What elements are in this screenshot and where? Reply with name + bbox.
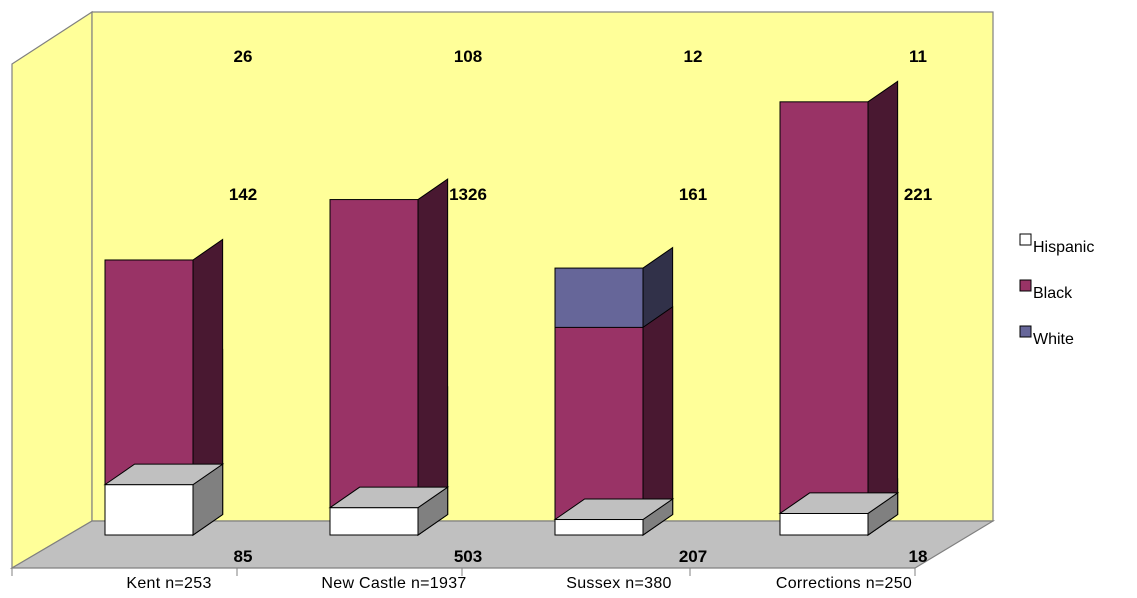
bar-front — [554, 519, 644, 536]
bar-top — [778, 492, 900, 514]
value-label-black: 161 — [679, 185, 707, 204]
bar-front — [329, 507, 419, 536]
bar-front — [779, 101, 869, 536]
category-labels: Kent n=253 New Castle n=1937 Sussex n=380 C… — [126, 575, 912, 592]
side-wall — [11, 10, 93, 570]
bar-top — [103, 463, 225, 486]
bar-side — [867, 80, 899, 536]
bar-segment-black — [779, 80, 899, 536]
bar-segment-hispanic — [328, 486, 450, 536]
chart-bars — [103, 80, 900, 536]
legend-swatch-black — [1019, 279, 1032, 292]
category-label: Sussex n=380 — [566, 575, 671, 592]
bar-front — [104, 484, 194, 536]
legend-swatch-white — [1019, 325, 1032, 338]
legend-label-black: Black — [1033, 285, 1073, 302]
value-label-hispanic: 108 — [454, 47, 482, 66]
bar-top — [328, 486, 450, 509]
bar-segment-black — [329, 178, 449, 536]
value-label-hispanic: 26 — [234, 47, 253, 66]
bar-front — [329, 199, 419, 536]
bar-front — [779, 512, 869, 536]
value-label-white: 207 — [679, 547, 707, 566]
category-label: Corrections n=250 — [776, 575, 912, 592]
bar-segment-hispanic — [103, 463, 225, 536]
value-label-hispanic: 12 — [684, 47, 703, 66]
legend-label-hispanic: Hispanic — [1033, 239, 1094, 256]
legend-label-white: White — [1033, 331, 1074, 348]
bar-side — [417, 178, 449, 536]
value-label-black: 142 — [229, 185, 257, 204]
legend-swatch-hispanic — [1019, 233, 1032, 246]
value-label-white: 85 — [234, 547, 253, 566]
bar-top — [553, 498, 675, 521]
bar-segment-hispanic — [553, 498, 675, 536]
floor — [9, 520, 996, 569]
bar-segment-hispanic — [778, 491, 900, 536]
category-label: Kent n=253 — [126, 575, 211, 592]
category-label: New Castle n=1937 — [321, 575, 466, 592]
value-labels: 85 142 26 503 1326 108 207 161 12 18 221 11 — [229, 47, 932, 566]
value-label-hispanic: 11 — [909, 47, 927, 66]
value-label-white: 503 — [454, 547, 482, 566]
value-label-black: 221 — [904, 185, 932, 204]
legend: Hispanic Black White — [1019, 233, 1094, 348]
value-label-black: 1326 — [449, 185, 487, 204]
value-label-white: 18 — [909, 547, 928, 566]
